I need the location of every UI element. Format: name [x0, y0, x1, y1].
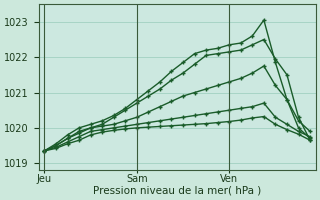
X-axis label: Pression niveau de la mer( hPa ): Pression niveau de la mer( hPa ): [93, 186, 261, 196]
